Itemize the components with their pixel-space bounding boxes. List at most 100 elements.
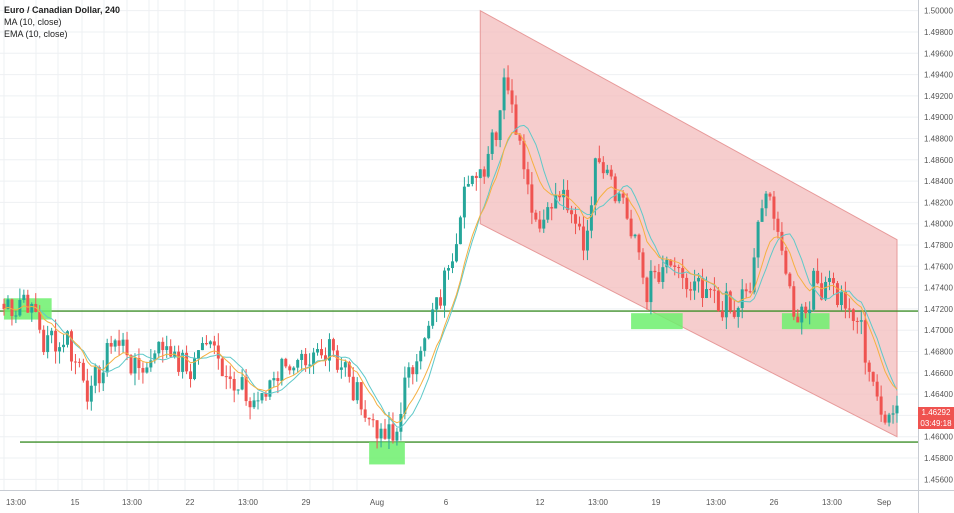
y-tick-label: 1.45800 [924, 454, 953, 463]
candle-body [212, 341, 216, 346]
candle-body [454, 244, 458, 262]
candle-body [732, 310, 736, 317]
candle-body [875, 381, 879, 397]
candle-body [625, 197, 629, 219]
candle-body [851, 309, 855, 321]
candle-body [518, 134, 522, 141]
candle-body [288, 366, 292, 371]
candle-body [248, 401, 252, 408]
candle-body [2, 303, 6, 310]
candle-body [367, 417, 371, 420]
candle-body [585, 230, 589, 251]
symbol-title[interactable]: Euro / Canadian Dollar, 240 [4, 5, 121, 15]
y-tick-label: 1.46800 [924, 348, 953, 357]
candle-body [320, 349, 323, 356]
candle-body [752, 257, 756, 293]
candle-body [339, 367, 343, 370]
candle-body [141, 368, 145, 373]
y-tick-label: 1.47600 [924, 262, 953, 271]
candle-body [788, 273, 792, 287]
x-tick-label: Aug [370, 498, 384, 507]
channel-area[interactable] [479, 9, 898, 438]
candle-body [292, 367, 296, 371]
candle-body [562, 189, 566, 198]
candle-body [133, 358, 137, 374]
candle-body [685, 277, 689, 290]
x-tick-label: 13:00 [822, 498, 843, 507]
candle-body [244, 377, 248, 402]
y-tick-label: 1.50000 [924, 7, 953, 16]
candle-body [363, 409, 367, 418]
candle-body [268, 380, 272, 397]
candle-body [308, 364, 312, 366]
candle-body [760, 208, 764, 222]
candle-body [89, 385, 93, 402]
candle-body [327, 339, 331, 361]
y-tick-label: 1.46400 [924, 390, 953, 399]
candle-body [792, 286, 796, 317]
y-tick-label: 1.45600 [924, 475, 953, 484]
x-tick-label: 19 [652, 498, 661, 507]
candle-body [46, 335, 50, 353]
candle-body [66, 331, 69, 345]
candle-body [705, 289, 708, 299]
candle-body [312, 352, 316, 365]
x-tick-label: 15 [71, 498, 80, 507]
candle-body [828, 278, 832, 282]
candle-body [808, 309, 812, 314]
candle-body [236, 389, 240, 391]
candle-body [772, 196, 776, 219]
support-resistance-lines[interactable] [0, 310, 918, 443]
candle-body [304, 353, 308, 366]
candle-body [256, 400, 260, 402]
candle-body [204, 343, 208, 345]
candle-body [335, 350, 339, 370]
y-tick-label: 1.49200 [924, 92, 953, 101]
candle-body [359, 382, 363, 410]
candle-body [343, 362, 347, 368]
candle-body [538, 219, 542, 229]
candle-body [296, 360, 300, 368]
y-tick-label: 1.47200 [924, 305, 953, 314]
candle-body [129, 355, 133, 374]
candle-body [93, 367, 97, 386]
x-tick-label: 12 [536, 498, 545, 507]
candle-body [550, 207, 554, 209]
candle-body [534, 212, 538, 220]
candle-body [149, 360, 153, 368]
ma-line [39, 124, 898, 428]
ema-indicator-label[interactable]: EMA (10, close) [4, 29, 68, 39]
candle-body [661, 267, 665, 282]
candle-body [232, 378, 236, 391]
candle-body [669, 259, 673, 266]
candle-body [240, 377, 244, 390]
candle-body [224, 376, 228, 378]
highlight-box[interactable] [369, 442, 405, 465]
ma-indicator-label[interactable]: MA (10, close) [4, 17, 62, 27]
candle-body [863, 320, 867, 363]
candle-body [887, 414, 891, 423]
candle-body [502, 77, 506, 111]
countdown-tag: 03:49:18 [918, 418, 954, 429]
candle-body [490, 132, 494, 154]
regression-channel[interactable] [479, 9, 898, 438]
candle-body [185, 352, 189, 372]
candle-body [379, 428, 383, 439]
candle-body [196, 350, 200, 359]
candle-body [42, 329, 46, 353]
candle-body [843, 291, 847, 309]
candle-body [54, 330, 58, 352]
highlight-box[interactable] [631, 313, 683, 330]
candle-body [109, 343, 113, 347]
y-tick-label: 1.47400 [924, 284, 953, 293]
candle-body [69, 331, 73, 362]
candle-body [677, 266, 681, 269]
candle-body [450, 261, 454, 269]
candle-body [200, 343, 204, 351]
candle-body [419, 350, 423, 362]
candle-body [482, 169, 486, 177]
candle-body [26, 294, 30, 313]
candle-body [375, 420, 379, 439]
candle-body [153, 353, 157, 361]
